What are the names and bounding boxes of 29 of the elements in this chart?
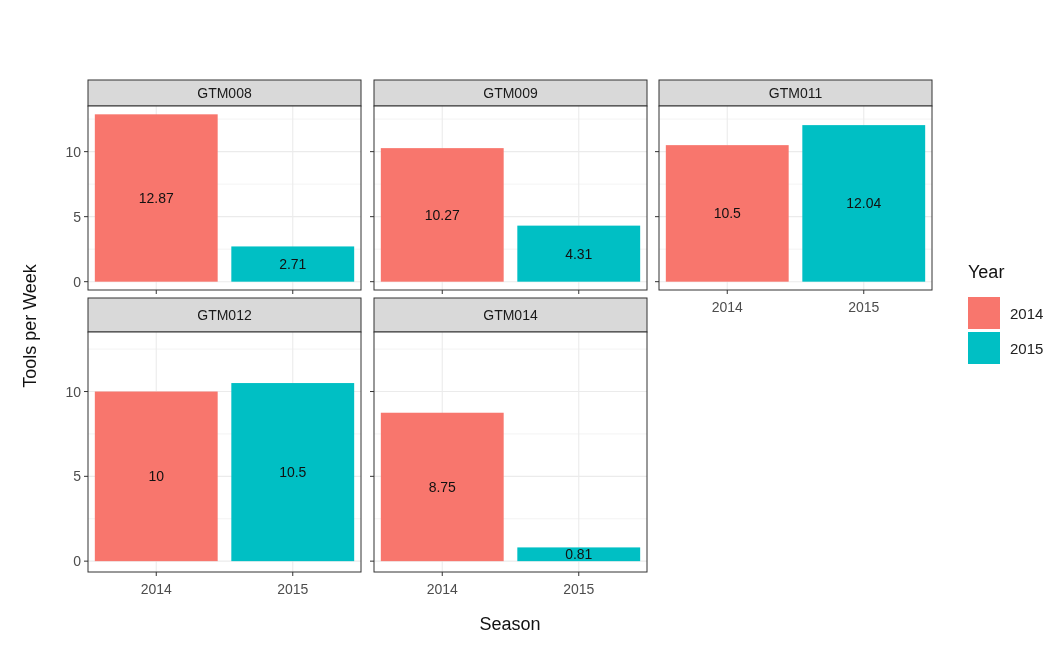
x-tick-label: 2014: [140, 581, 173, 597]
x-tick-label: 2015: [277, 581, 309, 597]
y-axis-title: Tools per Week: [20, 263, 40, 388]
y-tick-label: 10: [65, 383, 82, 400]
legend-title: Year: [968, 262, 1005, 282]
x-tick-label: 2014: [426, 581, 459, 597]
data-label: 10.5: [279, 464, 307, 481]
chart-title: GTM014: [483, 307, 538, 323]
y-tick-label: 5: [73, 208, 82, 225]
data-label: 12.04: [846, 195, 882, 212]
data-label: 8.75: [428, 478, 457, 495]
data-label: 12.87: [138, 190, 174, 206]
x-tick-label: 2015: [563, 581, 595, 597]
data-label: 4.31: [565, 245, 593, 262]
data-label: 2.71: [279, 256, 307, 273]
y-tick-label: 0: [73, 553, 82, 570]
chart-title: GTM008: [197, 85, 252, 101]
chart-title: GTM012: [197, 307, 252, 323]
data-label: 0.81: [565, 546, 593, 563]
x-axis-title: Season: [479, 614, 541, 634]
y-tick-label: 5: [73, 468, 82, 485]
y-tick-label: 0: [73, 273, 82, 290]
data-label: 10.27: [424, 206, 460, 223]
y-tick-label: 10: [65, 143, 82, 160]
data-label: 10.5: [713, 205, 742, 222]
data-label: 10: [148, 468, 165, 485]
chart-title: GTM011: [768, 85, 823, 101]
chart-title: GTM009: [483, 85, 538, 101]
legend-label: 2015: [1010, 339, 1044, 357]
